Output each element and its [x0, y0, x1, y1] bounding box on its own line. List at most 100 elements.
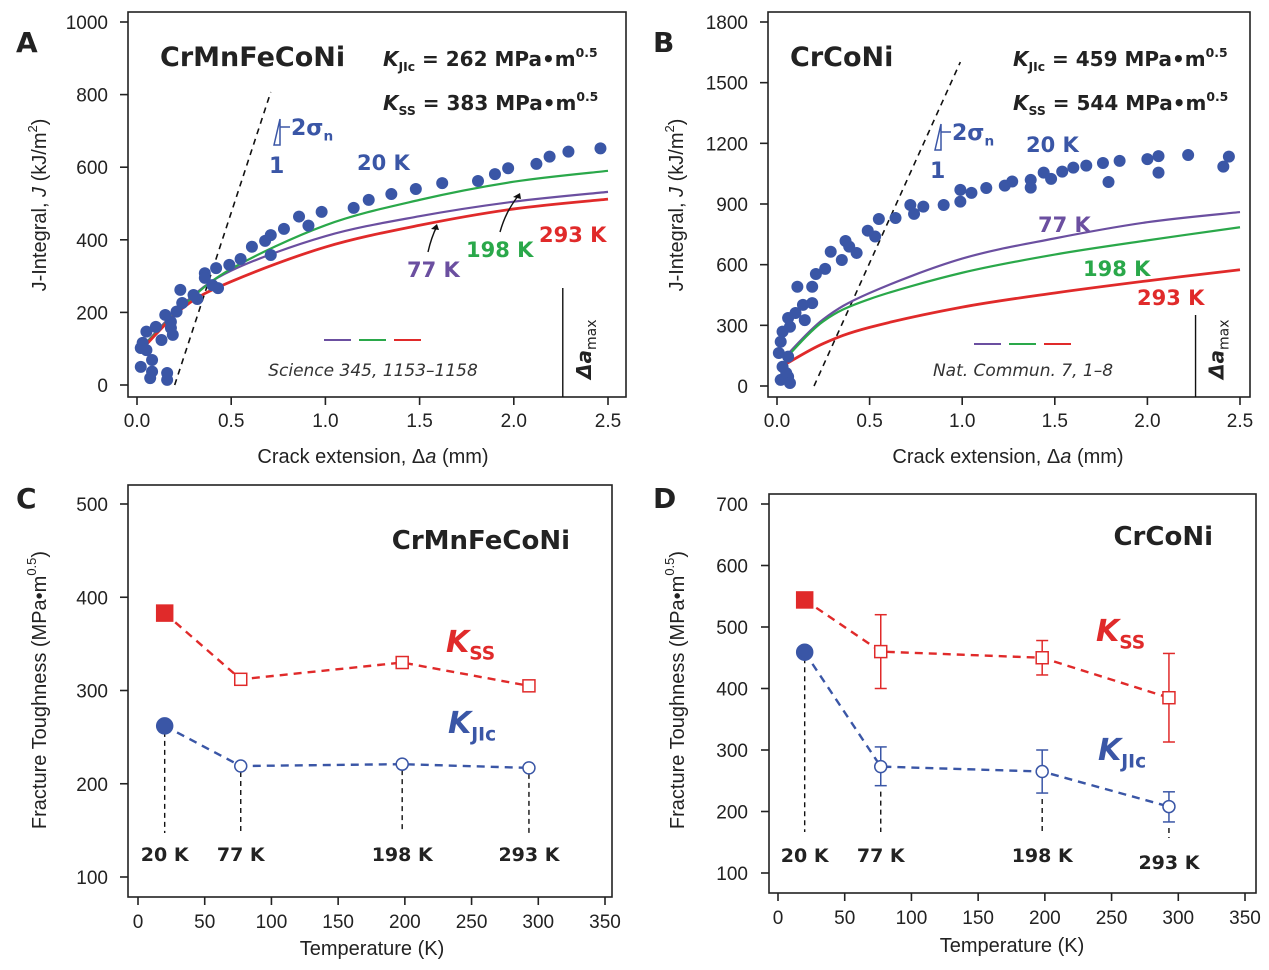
data-point	[809, 267, 822, 280]
y-axis-label-part: Fracture Toughness (MPa•m	[29, 576, 51, 829]
data-point	[904, 199, 917, 212]
x-tick-label: 150	[322, 912, 354, 933]
x-tick-label: 100	[256, 912, 288, 933]
y-axis-label-sup: 2	[662, 125, 677, 132]
slope-rise-label: 2σn	[952, 121, 994, 150]
slope-rise-label-part: n	[984, 134, 994, 150]
x-tick-label: 1.5	[1042, 411, 1068, 432]
data-point	[839, 235, 852, 248]
delta-a-max-part: Δa	[572, 350, 596, 381]
kss-annotation-part: = 383 MPa•m	[416, 91, 577, 115]
data-point-circle	[1162, 799, 1176, 814]
data-point	[791, 280, 804, 293]
panel-label: B	[653, 26, 674, 59]
panel-c: C 0 50 100 150 200 250 300 350 100 200 300 400 500 Tem…	[16, 482, 621, 960]
chart-title: CrCoNi	[1113, 522, 1213, 552]
panel-d: D 0 50 100 150 200 250 300 350 100 200 300 400 500 600…	[653, 482, 1261, 957]
temperature-label: 77 K	[217, 844, 266, 866]
y-tick-label: 500	[716, 618, 748, 639]
slope-triangle-icon	[934, 123, 942, 151]
kss-annotation-part: = 544 MPa•m	[1046, 91, 1207, 115]
y-tick-label: 1800	[706, 13, 748, 34]
kjic-annotation: KJIc = 459 MPa•m0.5	[1013, 45, 1228, 74]
kjic-annotation-part: K	[1013, 47, 1030, 71]
data-point	[594, 142, 607, 155]
data-point	[198, 271, 211, 284]
y-tick-label: 300	[716, 741, 748, 762]
y-axis-label-sup: 0.5	[24, 558, 39, 576]
y-tick-label: 200	[76, 775, 108, 796]
data-point	[159, 308, 172, 321]
series-label-kss-part: SS	[469, 644, 495, 665]
y-tick-label: 800	[76, 86, 108, 107]
data-point-square	[522, 679, 536, 693]
panel-a: A 0.0 0.5 1.0 1.5 2.0 2.5 0 200 400 600 800 1000 Crac…	[16, 11, 627, 468]
temperature-label: 77 K	[857, 845, 906, 867]
data-point	[277, 222, 290, 235]
kjic-annotation-part: 0.5	[1206, 45, 1228, 60]
data-point	[1113, 154, 1126, 167]
data-point	[772, 347, 785, 360]
data-point	[954, 195, 967, 208]
y-tick-label: 900	[716, 195, 748, 216]
data-point	[796, 298, 809, 311]
x-axis-label-part: Crack extension, Δ	[257, 446, 425, 468]
x-tick-label: 0	[133, 912, 144, 933]
series-label-kjic-part: K	[448, 706, 474, 741]
y-tick-label: 300	[76, 682, 108, 703]
y-axis-label: J-Integral, J (kJ/m2)	[662, 119, 688, 292]
data-point	[774, 335, 787, 348]
data-point	[1141, 153, 1154, 166]
data-point-circle	[233, 759, 248, 773]
data-point	[917, 200, 930, 213]
x-axis-label-part: a	[425, 446, 436, 468]
data-point	[472, 174, 485, 187]
y-axis-label-part: )	[667, 551, 689, 558]
data-point	[1067, 161, 1080, 174]
data-point	[861, 224, 874, 237]
temperature-label: 293 K	[498, 844, 560, 866]
data-point	[1080, 159, 1093, 172]
x-tick-label: 1.5	[406, 411, 432, 432]
data-point	[502, 162, 515, 175]
data-point	[347, 201, 360, 214]
y-tick-label: 1000	[66, 13, 108, 34]
x-tick-label: 300	[1162, 908, 1194, 929]
x-axis-label: Temperature (K)	[940, 935, 1085, 957]
kss-annotation-part: K	[1013, 91, 1030, 115]
series-label-kjic-part: K	[1098, 733, 1124, 768]
y-axis-label-part: )	[29, 119, 51, 126]
data-point	[210, 262, 223, 275]
temperature-label: 198 K	[1012, 845, 1074, 867]
data-point	[170, 305, 183, 318]
x-axis-label: Temperature (K)	[300, 938, 445, 960]
data-point	[543, 150, 556, 163]
kss-annotation: KSS = 383 MPa•m0.5	[383, 89, 598, 118]
data-point	[409, 182, 422, 195]
curve-198k	[139, 169, 609, 350]
y-axis-label: Fracture Toughness (MPa•m0.5)	[662, 551, 689, 829]
data-point	[223, 258, 236, 271]
x-tick-label: 2.5	[1227, 411, 1253, 432]
reference-text: Nat. Commun. 7, 1–8	[933, 361, 1113, 381]
data-point-circle	[873, 759, 888, 774]
series-label-kss-part: K	[446, 625, 472, 660]
series-label-kss: KSS	[446, 625, 495, 665]
series-label: 198 K	[1083, 257, 1151, 281]
kjic-annotation: KJIc = 262 MPa•m0.5	[383, 45, 598, 74]
data-point	[161, 373, 174, 386]
data-point-square	[233, 672, 248, 687]
panel-b: B 0.0 0.5 1.0 1.5 2.0 2.5 0 300 600 900 1200 1500 180…	[653, 11, 1253, 468]
data-point	[1182, 149, 1195, 162]
y-tick-label: 1500	[706, 74, 748, 95]
data-point	[187, 288, 200, 301]
data-point	[562, 145, 575, 158]
data-point-circle	[795, 643, 814, 661]
data-point	[937, 199, 950, 212]
data-point	[824, 245, 837, 258]
data-point	[1056, 165, 1069, 178]
y-axis-label-part: Fracture Toughness (MPa•m	[667, 576, 689, 829]
data-point	[140, 344, 153, 357]
data-point	[819, 262, 832, 275]
